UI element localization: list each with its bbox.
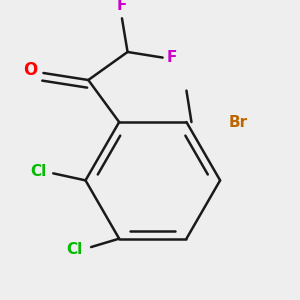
- Text: Cl: Cl: [30, 164, 46, 179]
- Text: O: O: [24, 61, 38, 79]
- Text: Cl: Cl: [66, 242, 83, 257]
- Text: F: F: [167, 50, 177, 65]
- Text: Br: Br: [229, 115, 247, 130]
- Text: F: F: [117, 0, 127, 13]
